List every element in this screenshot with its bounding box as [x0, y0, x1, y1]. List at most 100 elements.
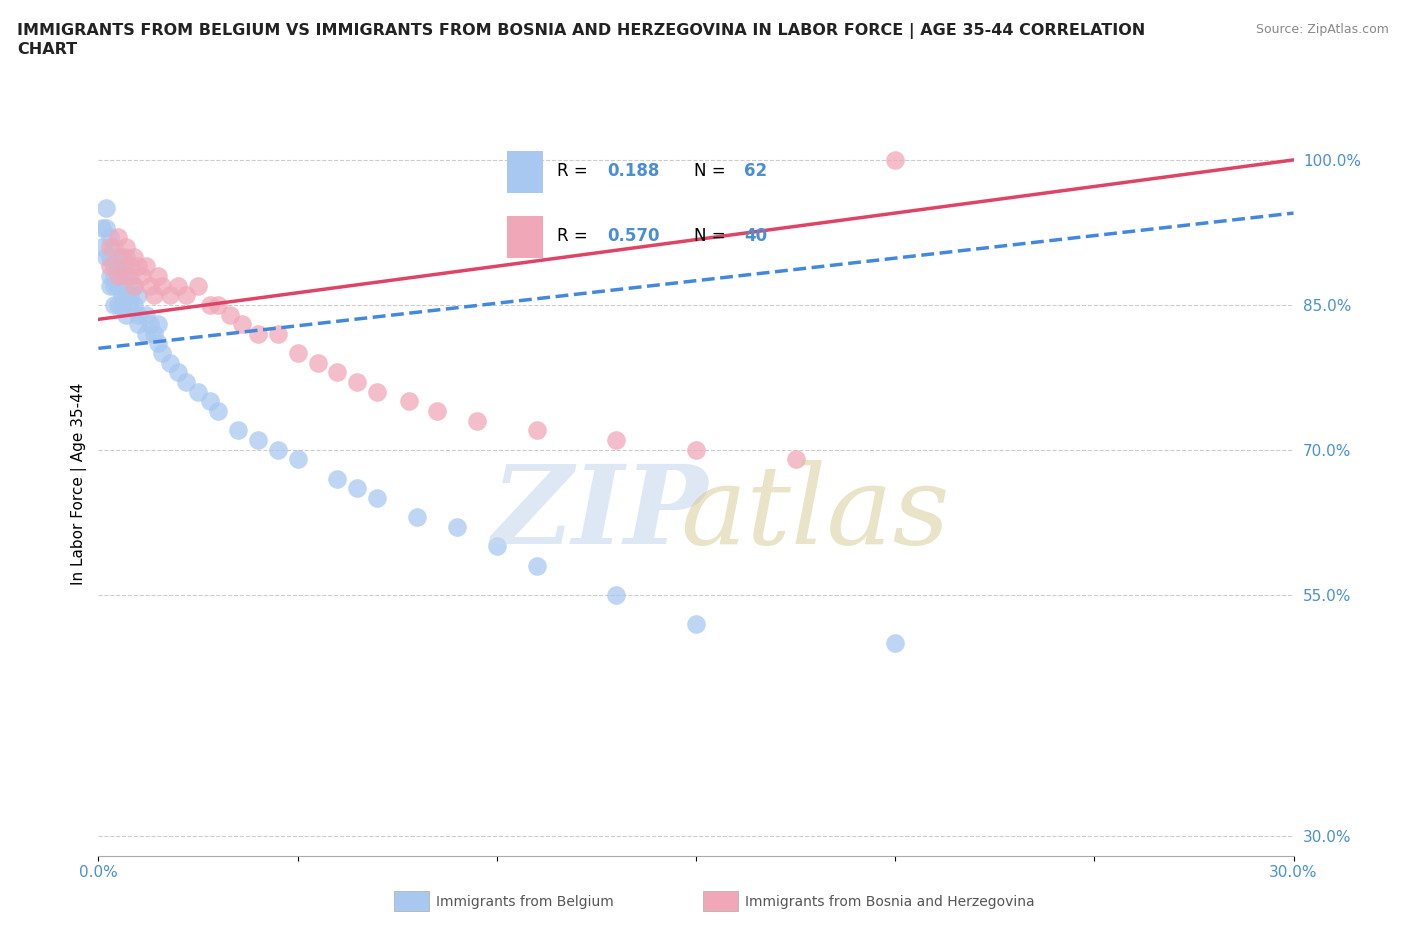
Point	[406, 510, 429, 525]
Point	[127, 287, 149, 302]
Point	[124, 278, 146, 293]
Point	[120, 269, 142, 284]
Point	[398, 394, 420, 409]
Point	[685, 443, 707, 458]
Point	[267, 443, 290, 458]
Point	[150, 278, 173, 293]
Point	[127, 259, 149, 273]
Text: atlas: atlas	[681, 459, 950, 567]
Point	[135, 326, 157, 341]
Point	[111, 287, 134, 302]
Point	[167, 365, 190, 380]
Point	[115, 269, 138, 284]
Point	[115, 249, 138, 264]
Text: Immigrants from Bosnia and Herzegovina: Immigrants from Bosnia and Herzegovina	[745, 895, 1035, 910]
Point	[124, 249, 146, 264]
Point	[485, 539, 508, 554]
Point	[346, 375, 368, 390]
Y-axis label: In Labor Force | Age 35-44: In Labor Force | Age 35-44	[72, 382, 87, 585]
Point	[207, 404, 229, 418]
Point	[446, 520, 468, 535]
Point	[98, 239, 122, 254]
Text: Source: ZipAtlas.com: Source: ZipAtlas.com	[1256, 23, 1389, 36]
Point	[98, 259, 122, 273]
Point	[111, 259, 134, 273]
Point	[124, 298, 146, 312]
Point	[115, 307, 138, 322]
Point	[107, 259, 129, 273]
Point	[107, 278, 129, 293]
Point	[111, 298, 134, 312]
Point	[346, 481, 368, 496]
Point	[226, 423, 249, 438]
Point	[159, 355, 181, 370]
Point	[127, 317, 149, 332]
Point	[685, 617, 707, 631]
Point	[98, 269, 122, 284]
Point	[246, 326, 269, 341]
Point	[111, 269, 134, 284]
Point	[326, 365, 349, 380]
Point	[198, 298, 221, 312]
Point	[91, 239, 114, 254]
Point	[884, 153, 907, 167]
Point	[287, 346, 309, 361]
Point	[326, 472, 349, 486]
Point	[219, 307, 242, 322]
Text: IMMIGRANTS FROM BELGIUM VS IMMIGRANTS FROM BOSNIA AND HERZEGOVINA IN LABOR FORCE: IMMIGRANTS FROM BELGIUM VS IMMIGRANTS FR…	[17, 23, 1144, 57]
Point	[187, 384, 209, 399]
Point	[526, 423, 548, 438]
Point	[366, 491, 388, 506]
Point	[465, 413, 488, 428]
Point	[115, 287, 138, 302]
Point	[91, 220, 114, 235]
Point	[287, 452, 309, 467]
Point	[174, 375, 197, 390]
Point	[605, 432, 627, 447]
Point	[148, 269, 170, 284]
Point	[124, 278, 146, 293]
Point	[131, 269, 153, 284]
Point	[135, 307, 157, 322]
Point	[96, 201, 118, 216]
Point	[107, 249, 129, 264]
Point	[148, 317, 170, 332]
Point	[150, 346, 173, 361]
Point	[426, 404, 449, 418]
Point	[127, 307, 149, 322]
Point	[96, 249, 118, 264]
Point	[159, 287, 181, 302]
Point	[366, 384, 388, 399]
Point	[143, 326, 166, 341]
Point	[605, 587, 627, 602]
Point	[231, 317, 253, 332]
Point	[174, 287, 197, 302]
Point	[98, 278, 122, 293]
Point	[785, 452, 807, 467]
Text: Immigrants from Belgium: Immigrants from Belgium	[436, 895, 613, 910]
Point	[103, 269, 125, 284]
Point	[207, 298, 229, 312]
Point	[120, 298, 142, 312]
Point	[143, 287, 166, 302]
Point	[167, 278, 190, 293]
Point	[187, 278, 209, 293]
Point	[884, 635, 907, 650]
Point	[526, 558, 548, 573]
Point	[98, 230, 122, 245]
Point	[139, 317, 162, 332]
Point	[267, 326, 290, 341]
Point	[120, 287, 142, 302]
Point	[103, 259, 125, 273]
Point	[103, 278, 125, 293]
Point	[115, 239, 138, 254]
Point	[135, 259, 157, 273]
Point	[111, 249, 134, 264]
Point	[246, 432, 269, 447]
Point	[107, 230, 129, 245]
Point	[307, 355, 329, 370]
Point	[98, 249, 122, 264]
Point	[103, 298, 125, 312]
Text: ZIP: ZIP	[492, 459, 709, 567]
Point	[107, 298, 129, 312]
